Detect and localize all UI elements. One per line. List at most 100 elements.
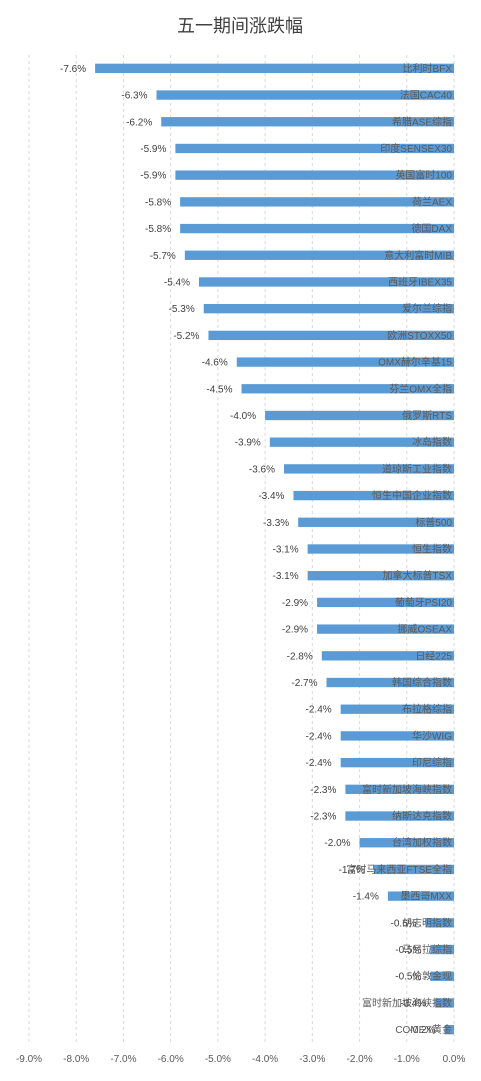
bar: [444, 1024, 454, 1035]
category-label: 葡萄牙PSI20: [395, 596, 453, 609]
bar: [161, 117, 454, 127]
bar: [321, 651, 454, 661]
category-label: 德国DAX: [411, 222, 452, 235]
x-tick-label: -4.0%: [252, 1054, 278, 1065]
category-label: 印尼综指: [412, 756, 452, 769]
data-label: -2.4%: [306, 705, 332, 716]
data-label: -0.5%: [395, 972, 421, 983]
category-label: 荷兰AEX: [412, 195, 452, 208]
category-label: 富时马来西亚FTSE全指: [346, 863, 452, 876]
category-label: 英国富时100: [395, 169, 452, 182]
data-label: -7.6%: [60, 64, 86, 75]
category-label: 法国CAC40: [400, 89, 453, 102]
data-label: -3.3%: [263, 518, 289, 529]
category-label: 富时新加坡海峡指数: [362, 996, 452, 1009]
category-label: 加拿大标普TSX: [383, 569, 453, 582]
bar: [340, 757, 454, 768]
bar: [241, 384, 454, 394]
category-label: OMX赫尔辛基15: [378, 356, 452, 369]
data-label: -3.9%: [235, 438, 261, 449]
x-tick-label: -3.0%: [299, 1054, 325, 1065]
category-label: 马尼拉综指: [402, 943, 452, 956]
bar: [317, 624, 454, 634]
data-label: -3.1%: [272, 545, 298, 556]
data-label: -3.4%: [258, 491, 284, 502]
data-label: -3.6%: [249, 464, 275, 475]
category-label: 西班牙IBEX35: [388, 276, 452, 288]
data-label: -5.8%: [145, 224, 171, 235]
x-tick-label: 0.0%: [443, 1054, 466, 1065]
category-label: 标普500: [415, 516, 452, 529]
data-label: -2.4%: [306, 758, 332, 769]
bar: [340, 731, 454, 741]
data-label: -2.4%: [306, 731, 332, 742]
data-label: -4.5%: [206, 384, 232, 395]
data-label: -2.9%: [282, 625, 308, 636]
bar: [345, 784, 454, 794]
data-label: -6.3%: [121, 91, 147, 102]
bar: [430, 944, 454, 955]
data-label: -2.3%: [310, 785, 336, 796]
bar: [307, 544, 454, 554]
data-label: -1.7%: [339, 865, 365, 876]
category-label: 冰岛指数: [412, 436, 452, 449]
x-tick-label: -1.0%: [394, 1054, 420, 1065]
x-tick-label: -7.0%: [110, 1054, 136, 1065]
data-label: -2.3%: [310, 812, 336, 823]
data-label: -5.8%: [145, 197, 171, 208]
bar: [180, 223, 454, 234]
category-label: 布拉格综指: [402, 703, 452, 716]
bar: [326, 677, 454, 688]
category-label: 爱尔兰综指: [402, 302, 452, 315]
bar: [373, 864, 454, 875]
data-label: -5.4%: [164, 277, 190, 288]
bar: [95, 63, 454, 74]
data-label: -5.2%: [173, 331, 199, 342]
bar: [156, 90, 454, 100]
category-label: 芬兰OMX全指: [389, 382, 452, 395]
data-label: -5.9%: [140, 144, 166, 155]
x-tick-label: -6.0%: [158, 1054, 184, 1065]
category-label: 胡志明指数: [402, 916, 452, 929]
category-label: 墨西哥MXX: [400, 891, 452, 903]
bar: [236, 357, 454, 367]
bar: [180, 197, 454, 207]
category-label: 道琼斯工业指数: [382, 462, 452, 475]
bar: [435, 998, 454, 1008]
category-label: 富时新加坡海峡指数: [362, 783, 452, 796]
bar: [199, 277, 454, 287]
bar: [184, 250, 455, 260]
data-label: -0.4%: [400, 998, 426, 1009]
bar: [293, 490, 454, 501]
bar: [345, 811, 454, 821]
bar: [298, 517, 454, 527]
bar: [175, 143, 454, 154]
bar: [430, 971, 454, 981]
data-label: -1.4%: [353, 892, 379, 903]
category-label: 纳斯达克指数: [392, 810, 452, 823]
bar: [175, 170, 454, 180]
category-label: COMEX黄金: [395, 1023, 452, 1036]
category-label: 恒生指数: [412, 543, 452, 556]
category-label: 伦敦金现: [412, 970, 452, 983]
x-tick-label: -2.0%: [346, 1054, 372, 1065]
category-label: 印度SENSEX30: [380, 142, 452, 155]
bar: [425, 918, 454, 928]
data-label: -2.8%: [287, 651, 313, 662]
category-label: 希腊ASE综指: [392, 115, 452, 128]
data-label: -6.2%: [126, 117, 152, 128]
data-label: -5.7%: [150, 251, 176, 262]
chart-title: 五一期间涨跌幅: [177, 16, 303, 36]
data-label: -2.7%: [291, 678, 317, 689]
bar: [203, 304, 454, 314]
bars: [95, 63, 455, 1035]
x-tick-label: -9.0%: [16, 1054, 42, 1065]
bar: [317, 597, 454, 608]
bar: [340, 704, 454, 714]
bar: [387, 891, 454, 901]
category-label: 日经225: [415, 649, 452, 662]
category-label: 恒生中国企业指数: [372, 489, 452, 502]
data-label: -0.6%: [391, 918, 417, 929]
